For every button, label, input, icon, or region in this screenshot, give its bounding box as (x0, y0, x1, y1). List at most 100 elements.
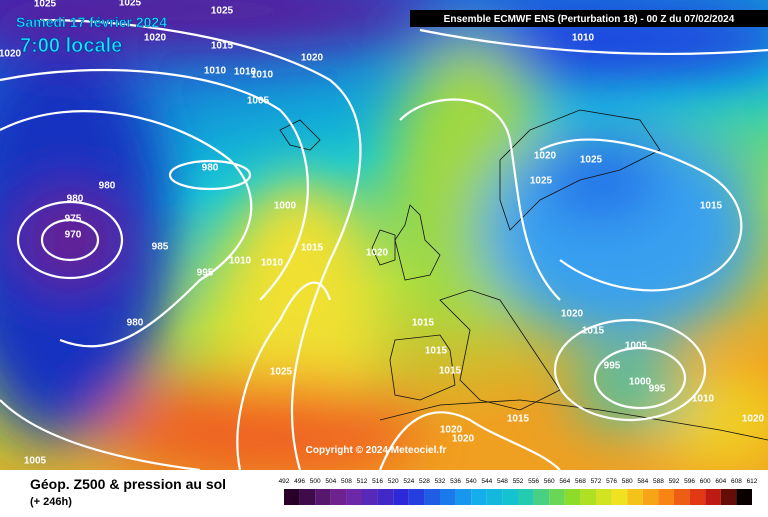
scale-label: 540 (466, 478, 477, 485)
color-scale: 492 496 500 504 508 512 516 520 524 528 532 536 540 5… (279, 478, 758, 505)
scale-label: 500 (310, 478, 321, 485)
isobar-label: 1025 (211, 6, 234, 17)
isobar-label: 1015 (301, 243, 324, 254)
scale-label: 544 (481, 478, 492, 485)
scale-swatch (362, 489, 378, 505)
forecast-date: Samedi 17 février 2024 (16, 14, 167, 30)
isobar-label: 1010 (234, 67, 257, 78)
isobar-label: 1015 (439, 366, 462, 377)
scale-label: 576 (606, 478, 617, 485)
isobar-label: 1010 (251, 70, 274, 81)
scale-label: 536 (450, 478, 461, 485)
scale-label: 508 (341, 478, 352, 485)
isobar-label: 1025 (270, 367, 293, 378)
isobar-label: 1020 (742, 414, 765, 425)
isobar-label: 1020 (452, 434, 475, 445)
isobar-label: 1020 (301, 53, 324, 64)
scale-label: 524 (403, 478, 414, 485)
scale-swatch (658, 489, 674, 505)
isobar-label: 1020 (366, 248, 389, 259)
isobar-label: 985 (152, 242, 169, 253)
scale-label: 592 (669, 478, 680, 485)
isobar-label: 1000 (629, 377, 652, 388)
footer-title: Géop. Z500 & pression au sol (30, 476, 226, 492)
field (0, 0, 768, 480)
isobar-label: 1010 (692, 394, 715, 405)
scale-swatch (455, 489, 472, 505)
scale-label: 492 (279, 478, 290, 485)
isobar-label: 970 (65, 230, 82, 241)
scale-swatch (518, 489, 534, 505)
isobar-label: 1010 (204, 66, 227, 77)
scale-label: 612 (747, 478, 758, 485)
isobar-label: 1025 (34, 0, 57, 10)
forecast-time: 7:00 locale (20, 35, 122, 57)
scale-label: 588 (653, 478, 664, 485)
scale-swatch (689, 489, 706, 505)
scale-swatch (736, 489, 752, 505)
scale-swatch (486, 489, 503, 505)
scale-swatch (346, 489, 362, 505)
isobar-label: 995 (604, 361, 621, 372)
scale-label: 572 (591, 478, 602, 485)
isobar-label: 1010 (261, 258, 284, 269)
scale-label: 528 (419, 478, 430, 485)
scale-label: 560 (544, 478, 555, 485)
scale-swatch (580, 489, 596, 505)
scale-swatch (440, 489, 456, 505)
isobar-label: 1005 (24, 456, 47, 467)
copyright: Copyright © 2024 Meteociel.fr (306, 445, 447, 456)
scale-swatch (299, 489, 316, 505)
scale-swatch (627, 489, 643, 505)
scale-label: 600 (700, 478, 711, 485)
scale-label: 532 (435, 478, 446, 485)
isobar-label: 1000 (274, 201, 297, 212)
scale-label: 596 (684, 478, 695, 485)
isobar-label: 1020 (561, 309, 584, 320)
isobar-label: 980 (67, 194, 84, 205)
scale-swatch (705, 489, 721, 505)
isobar-label: 1015 (700, 201, 723, 212)
scale-swatch (377, 489, 394, 505)
isobar-label: 980 (202, 163, 219, 174)
scale-label: 520 (388, 478, 399, 485)
scale-swatch (564, 489, 581, 505)
lead-time: (+ 246h) (30, 496, 72, 508)
isobar-label: 1005 (625, 341, 648, 352)
scale-swatch (330, 489, 347, 505)
scale-swatch (471, 489, 487, 505)
scale-swatch (393, 489, 409, 505)
scale-swatch (284, 489, 300, 505)
isobar-label: 995 (197, 268, 214, 279)
isobar-label: 1020 (0, 49, 22, 60)
scale-label: 568 (575, 478, 586, 485)
scale-label: 580 (622, 478, 633, 485)
scale-swatch (674, 489, 690, 505)
scale-swatch (549, 489, 565, 505)
scale-label: 556 (528, 478, 539, 485)
scale-swatch (720, 489, 737, 505)
scale-swatch (533, 489, 550, 505)
isobar-label: 980 (127, 318, 144, 329)
isobar-label: 1015 (507, 414, 530, 425)
isobar-lines (0, 18, 768, 472)
run-info: Ensemble ECMWF ENS (Perturbation 18) - 0… (444, 14, 735, 25)
isobar-label: 995 (649, 384, 666, 395)
scale-label: 564 (559, 478, 570, 485)
isobar-label: 1015 (582, 326, 605, 337)
isobar-label: 1015 (211, 41, 234, 52)
isobar-label: 1020 (534, 151, 557, 162)
isobar-label: 1015 (425, 346, 448, 357)
isobar-label: 1015 (412, 318, 435, 329)
isobar-label: 1025 (530, 176, 553, 187)
coastlines (279, 109, 768, 441)
isobar-label: 1010 (229, 256, 252, 267)
scale-swatch (611, 489, 628, 505)
isobar-label: 1010 (572, 33, 595, 44)
run-banner (410, 10, 768, 27)
scale-label: 496 (294, 478, 305, 485)
scale-label: 552 (513, 478, 524, 485)
